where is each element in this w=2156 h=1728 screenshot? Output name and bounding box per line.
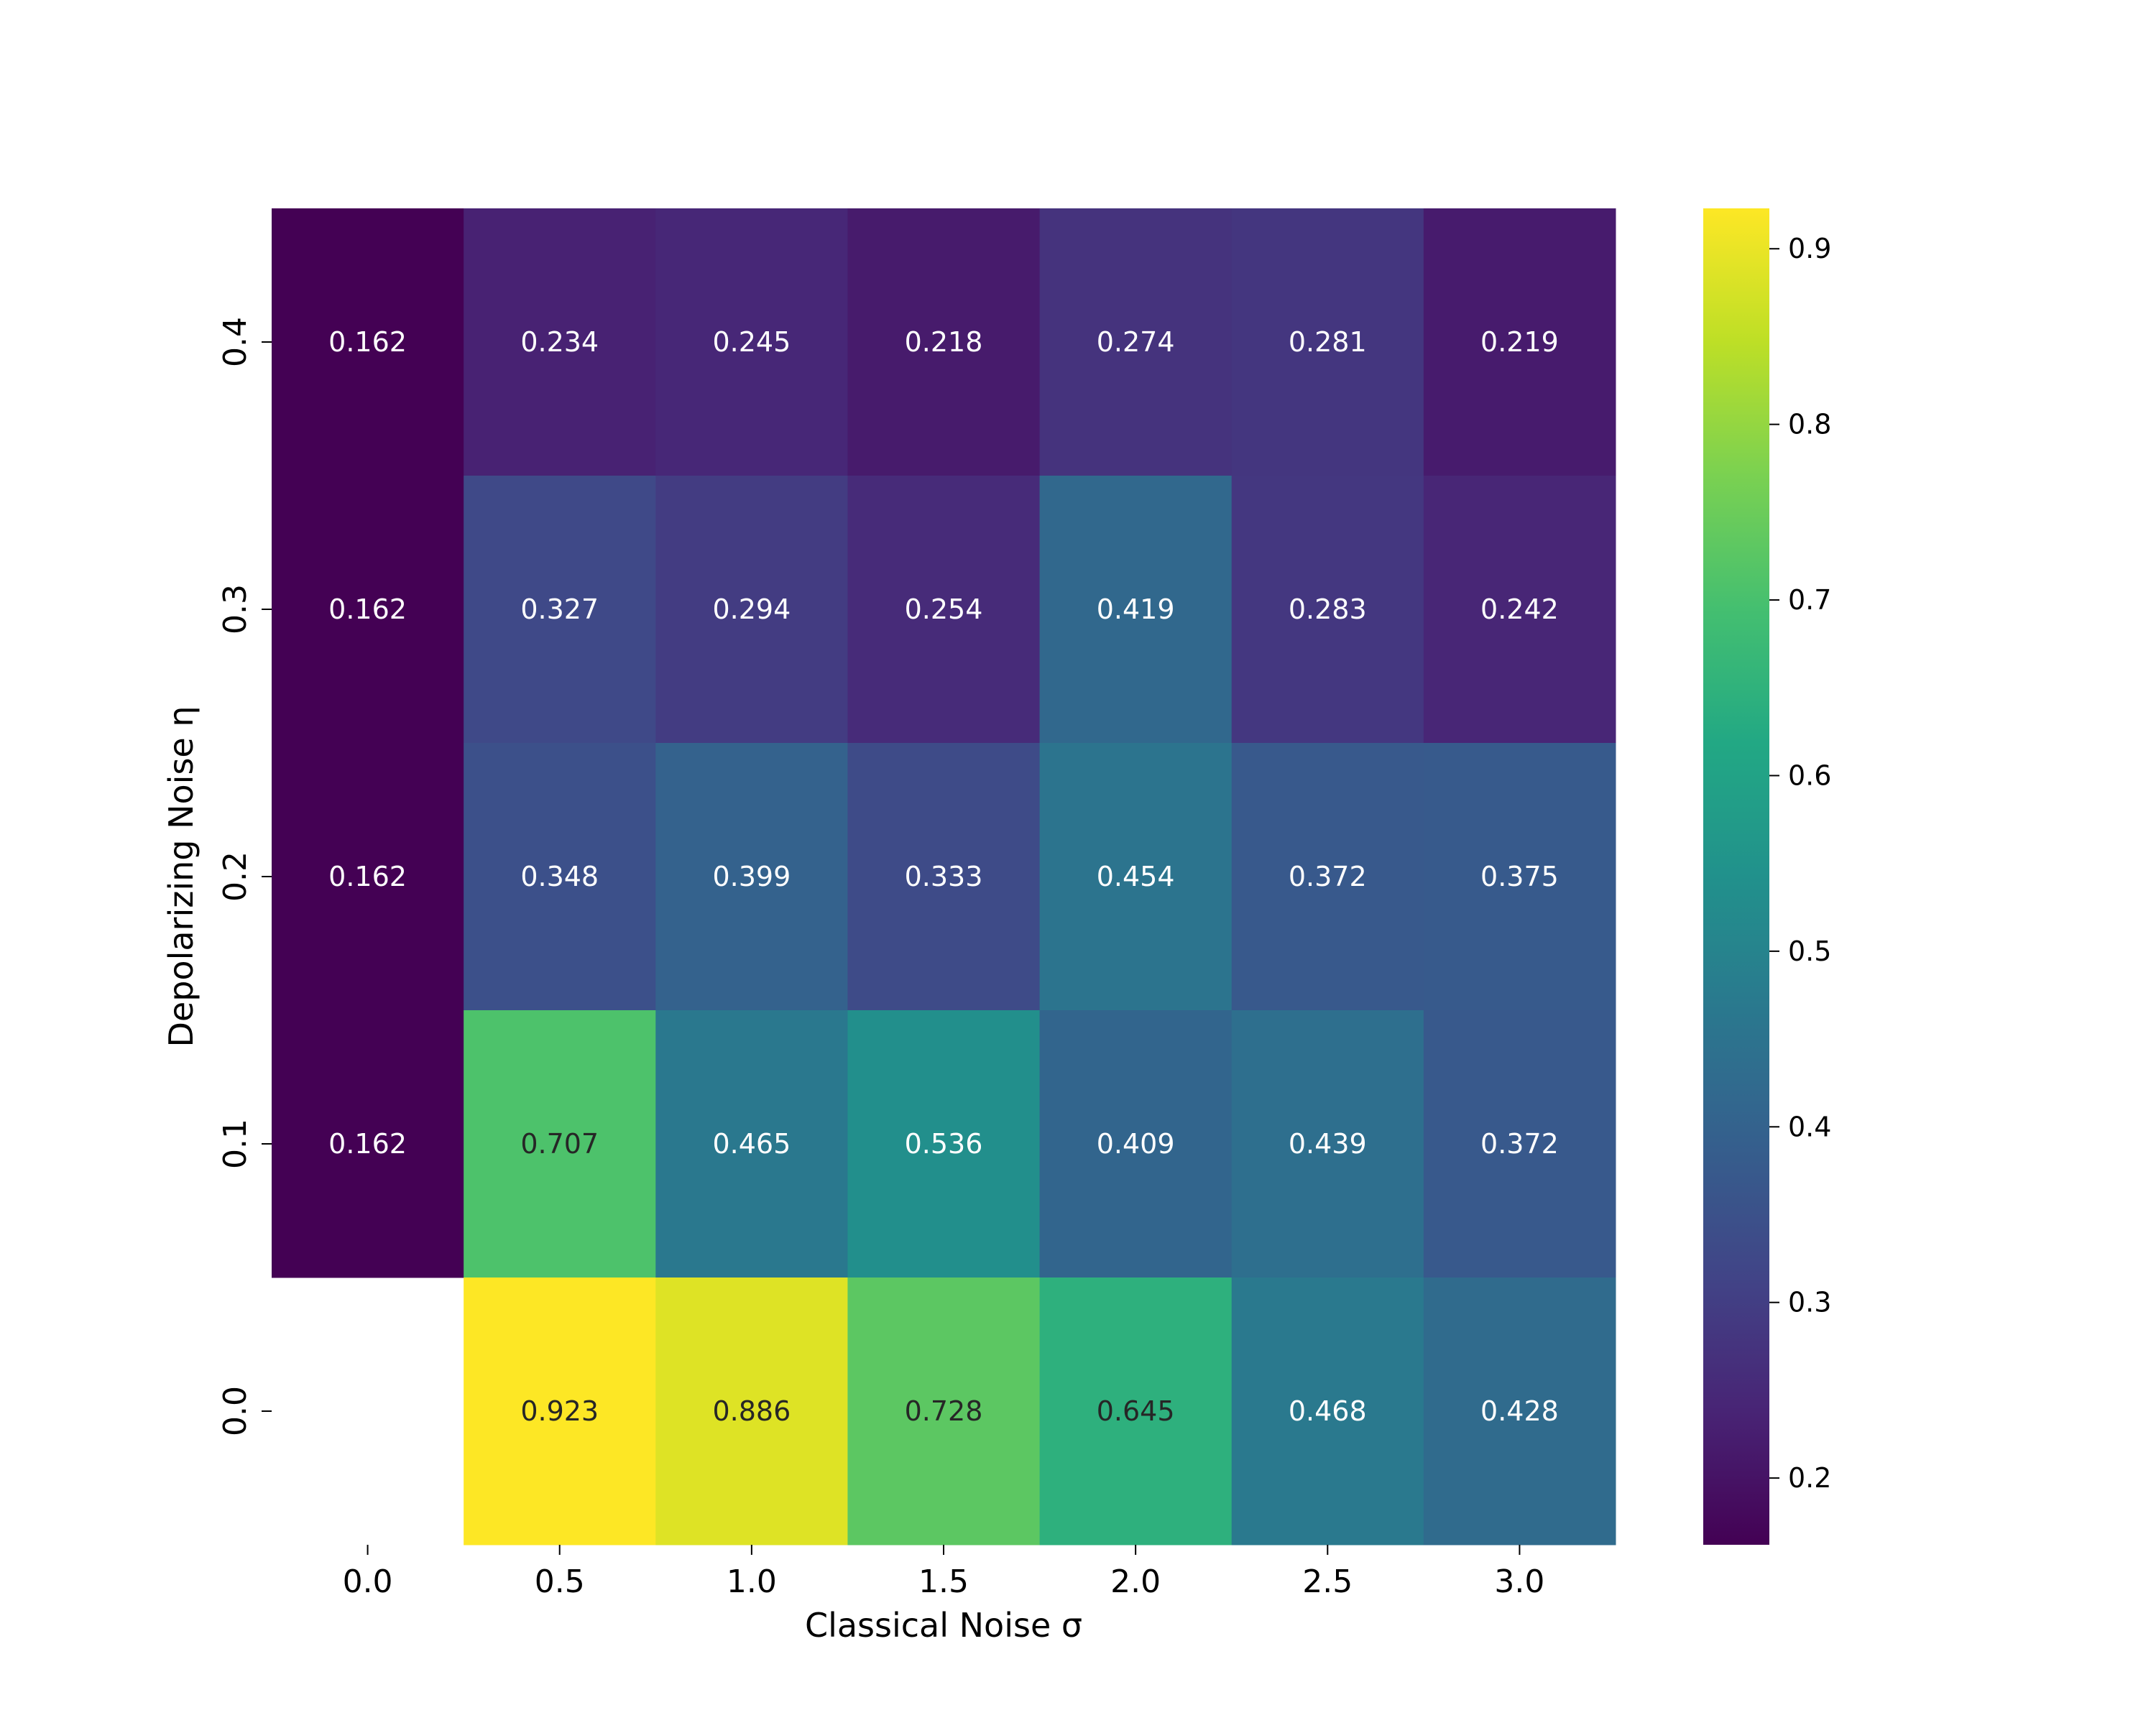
heatmap-cell xyxy=(464,1010,656,1278)
colorbar-tick-label: 0.2 xyxy=(1788,1462,1831,1494)
x-axis: 0.0 0.5 1.0 1.5 2.0 2.5 3.0 xyxy=(343,1545,1544,1600)
heatmap-cell xyxy=(847,1277,1041,1546)
y-tick-label: 0.1 xyxy=(217,1119,254,1169)
cell-value-label: 0.428 xyxy=(1480,1395,1559,1427)
heatmap-cell xyxy=(464,208,656,476)
heatmap-cell xyxy=(272,476,464,744)
colorbar-tick-label: 0.4 xyxy=(1788,1111,1831,1142)
cell-value-label: 0.162 xyxy=(328,326,407,358)
cell-value-label: 0.923 xyxy=(520,1395,599,1427)
cell-value-label: 0.465 xyxy=(712,1128,791,1160)
heatmap-cell xyxy=(1039,476,1233,744)
x-tick-label: 0.0 xyxy=(343,1563,393,1600)
x-tick-label: 2.5 xyxy=(1302,1563,1353,1600)
cell-value-label: 0.439 xyxy=(1289,1128,1367,1160)
y-tick-label: 0.2 xyxy=(217,851,254,902)
heatmap-cell xyxy=(1231,1277,1424,1546)
heatmap-cell xyxy=(655,1277,848,1546)
heatmap-cell xyxy=(1423,743,1616,1011)
cell-value-label: 0.254 xyxy=(905,593,983,625)
y-axis: 0.4 0.3 0.2 0.1 0.0 xyxy=(217,317,272,1436)
cell-value-label: 0.242 xyxy=(1480,593,1559,625)
heatmap-cell xyxy=(464,1277,656,1546)
cell-value-label: 0.281 xyxy=(1289,326,1367,358)
cell-value-label: 0.536 xyxy=(905,1128,983,1160)
cell-value-label: 0.234 xyxy=(520,326,599,358)
y-tick-label: 0.4 xyxy=(217,317,254,367)
cell-value-label: 0.294 xyxy=(712,593,791,625)
cell-value-label: 0.333 xyxy=(905,861,983,892)
y-tick-label: 0.3 xyxy=(217,584,254,634)
heatmap-cell xyxy=(1231,476,1424,744)
heatmap-cell xyxy=(272,743,464,1011)
cell-value-label: 0.219 xyxy=(1480,326,1559,358)
cell-value-label: 0.218 xyxy=(905,326,983,358)
cell-value-label: 0.283 xyxy=(1289,593,1367,625)
cell-value-label: 0.245 xyxy=(712,326,791,358)
y-tick-label: 0.0 xyxy=(217,1386,254,1436)
cell-value-label: 0.162 xyxy=(328,593,407,625)
cell-value-label: 0.162 xyxy=(328,1128,407,1160)
x-tick-label: 1.0 xyxy=(727,1563,777,1600)
cell-value-label: 0.327 xyxy=(520,593,599,625)
cell-value-label: 0.419 xyxy=(1097,593,1175,625)
cell-value-label: 0.409 xyxy=(1097,1128,1175,1160)
x-tick-label: 0.5 xyxy=(535,1563,585,1600)
heatmap-cell xyxy=(847,476,1041,744)
heatmap-cell xyxy=(847,743,1041,1011)
heatmap-cell xyxy=(272,1010,464,1278)
heatmap-cell xyxy=(847,208,1041,476)
heatmap-cell xyxy=(272,208,464,476)
cell-value-label: 0.372 xyxy=(1480,1128,1559,1160)
cell-value-label: 0.375 xyxy=(1480,861,1559,892)
heatmap-cell xyxy=(655,208,848,476)
heatmap-cell xyxy=(1231,1010,1424,1278)
cell-value-label: 0.645 xyxy=(1097,1395,1175,1427)
cell-value-label: 0.886 xyxy=(712,1395,791,1427)
cell-value-label: 0.372 xyxy=(1289,861,1367,892)
heatmap-cell xyxy=(1423,1010,1616,1278)
heatmap-cell xyxy=(1423,1277,1616,1546)
heatmap-cell xyxy=(1039,1277,1233,1546)
cell-value-label: 0.399 xyxy=(712,861,791,892)
cell-value-label: 0.274 xyxy=(1097,326,1175,358)
heatmap-cell xyxy=(464,476,656,744)
colorbar-tick-label: 0.8 xyxy=(1788,409,1831,440)
cell-value-label: 0.348 xyxy=(520,861,599,892)
cell-value-label: 0.728 xyxy=(905,1395,983,1427)
cell-value-label: 0.468 xyxy=(1289,1395,1367,1427)
x-axis-label: Classical Noise σ xyxy=(805,1606,1082,1645)
heatmap-cell xyxy=(1039,1010,1233,1278)
cell-value-label: 0.454 xyxy=(1097,861,1175,892)
x-tick-label: 2.0 xyxy=(1110,1563,1161,1600)
cell-value-label: 0.162 xyxy=(328,861,407,892)
colorbar-tick-label: 0.3 xyxy=(1788,1287,1831,1318)
colorbar-tick-label: 0.6 xyxy=(1788,759,1831,791)
heatmap-cell xyxy=(847,1010,1041,1278)
x-tick-label: 3.0 xyxy=(1494,1563,1544,1600)
cell-value-label: 0.707 xyxy=(520,1128,599,1160)
heatmap-cell xyxy=(1231,743,1424,1011)
heatmap-cell xyxy=(1231,208,1424,476)
heatmap-cell xyxy=(1039,743,1233,1011)
colorbar: 0.2 0.3 0.4 0.5 0.6 0.7 0.8 0.9 xyxy=(1703,208,1831,1545)
heatmap-cell xyxy=(655,1010,848,1278)
colorbar-gradient xyxy=(1703,208,1769,1545)
heatmap-cell xyxy=(655,476,848,744)
heatmap-cell xyxy=(1423,476,1616,744)
colorbar-tick-label: 0.7 xyxy=(1788,584,1831,616)
heatmap-cell xyxy=(1423,208,1616,476)
x-tick-label: 1.5 xyxy=(918,1563,969,1600)
heatmap-cell xyxy=(1039,208,1233,476)
heatmap-cell xyxy=(464,743,656,1011)
y-axis-label: Depolarizing Noise η xyxy=(162,706,201,1047)
colorbar-tick-label: 0.9 xyxy=(1788,233,1831,264)
colorbar-tick-label: 0.5 xyxy=(1788,935,1831,967)
heatmap-cell xyxy=(655,743,848,1011)
heatmap-cells: 0.162 0.234 0.245 0.218 0.274 0.281 0.219 0.162… xyxy=(272,208,1616,1546)
